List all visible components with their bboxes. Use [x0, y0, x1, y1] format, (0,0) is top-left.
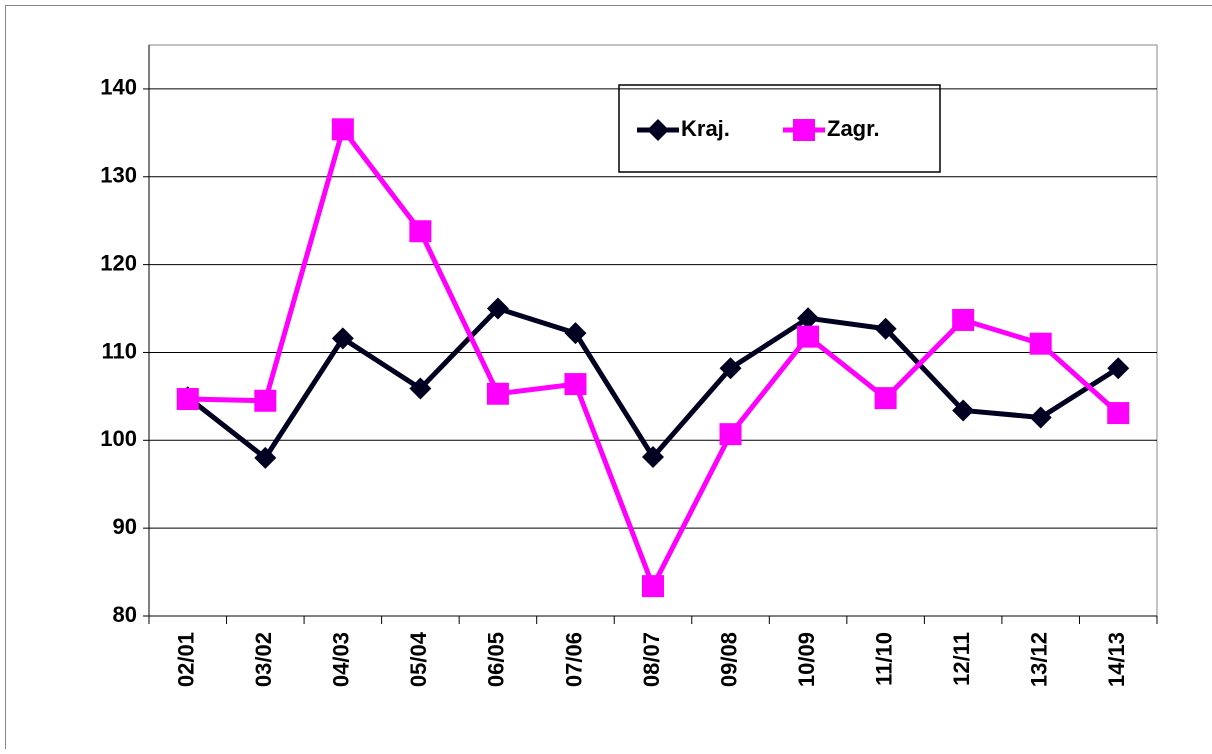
x-tick-label: 04/03	[329, 632, 354, 687]
y-tick-label: 130	[100, 163, 137, 188]
marker	[642, 575, 664, 597]
x-tick-label: 02/01	[174, 632, 199, 687]
x-tick-label: 12/11	[949, 632, 974, 686]
y-tick-label: 80	[113, 602, 137, 627]
x-tick-label: 10/09	[794, 632, 819, 687]
y-tick-label: 100	[100, 426, 137, 451]
marker	[720, 423, 742, 445]
x-tick-label: 07/06	[561, 632, 586, 687]
x-tick-label: 09/08	[716, 632, 741, 687]
marker	[564, 373, 586, 395]
marker	[797, 326, 819, 348]
x-tick-label: 05/04	[406, 631, 431, 687]
x-tick-label: 13/12	[1027, 632, 1052, 687]
marker	[1030, 333, 1052, 355]
y-tick-label: 120	[100, 250, 137, 275]
y-tick-label: 90	[113, 514, 137, 539]
marker	[409, 220, 431, 242]
x-tick-label: 08/07	[639, 632, 664, 687]
marker	[1107, 402, 1129, 424]
legend-label: Zagr.	[827, 116, 880, 141]
x-tick-label: 06/05	[484, 632, 509, 687]
x-tick-label: 03/02	[251, 632, 276, 687]
marker	[177, 388, 199, 410]
y-tick-label: 110	[102, 338, 138, 363]
marker	[487, 383, 509, 405]
marker	[875, 387, 897, 409]
x-tick-label: 14/13	[1104, 632, 1129, 687]
marker	[952, 309, 974, 331]
marker	[254, 390, 276, 412]
legend-label: Kraj.	[681, 116, 730, 141]
y-tick-label: 140	[100, 75, 137, 100]
x-tick-label: 11/10	[871, 632, 896, 686]
series-line	[188, 309, 1118, 458]
marker	[332, 118, 354, 140]
marker	[793, 119, 815, 141]
